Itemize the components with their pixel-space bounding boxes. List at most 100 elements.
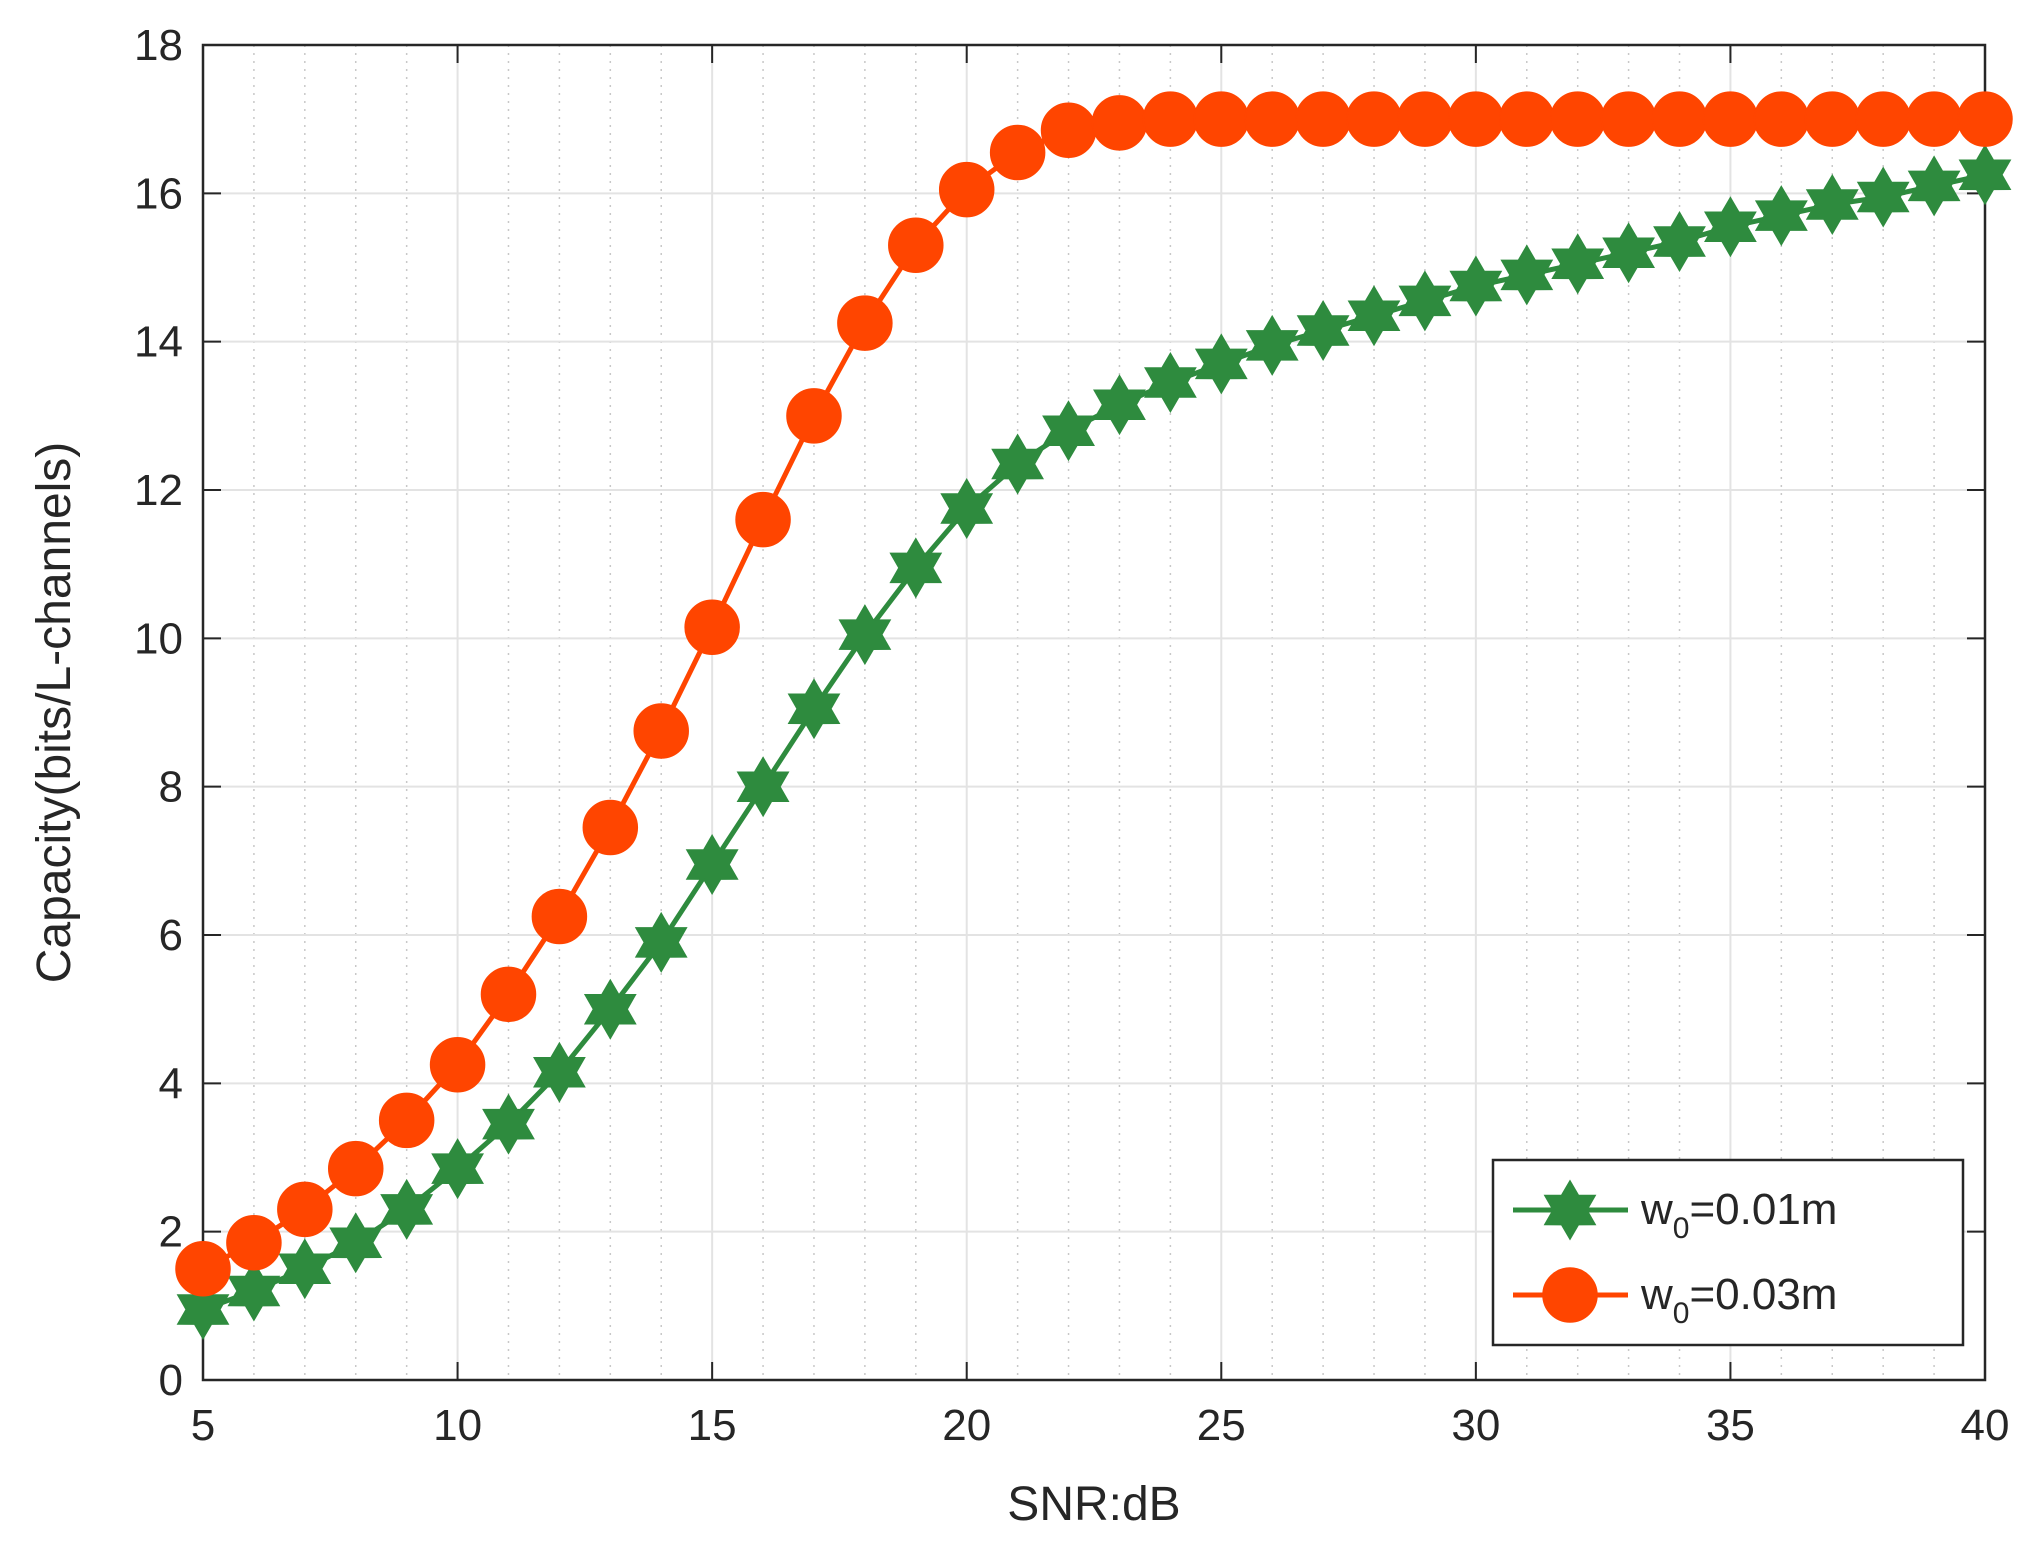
data-point-circle bbox=[633, 703, 689, 759]
x-tick-label: 15 bbox=[688, 1401, 737, 1450]
data-point-circle bbox=[1193, 91, 1250, 147]
data-point-star bbox=[1245, 314, 1299, 376]
legend-marker-circle bbox=[1542, 1267, 1598, 1323]
data-point-circle bbox=[1244, 91, 1300, 147]
data-point-star bbox=[1449, 255, 1503, 317]
data-point-circle bbox=[480, 966, 537, 1023]
x-tick-label: 40 bbox=[1961, 1401, 2010, 1450]
data-point-circle bbox=[837, 295, 893, 351]
y-tick-label: 14 bbox=[134, 318, 183, 367]
data-point-star bbox=[1398, 270, 1452, 332]
data-point-circle bbox=[175, 1241, 231, 1297]
data-point-circle bbox=[1549, 91, 1606, 147]
data-point-circle bbox=[888, 217, 944, 273]
data-point-star bbox=[1093, 374, 1146, 436]
data-point-star bbox=[1907, 155, 1961, 217]
data-point-star bbox=[1653, 211, 1706, 272]
data-point-circle bbox=[1448, 91, 1504, 147]
data-point-star bbox=[1551, 233, 1605, 295]
data-point-circle bbox=[1397, 91, 1453, 147]
series-2 bbox=[175, 91, 2013, 1297]
y-tick-label: 4 bbox=[159, 1059, 183, 1108]
x-tick-label: 30 bbox=[1451, 1401, 1500, 1450]
y-axis-title: Capacity(bits/L-channels) bbox=[28, 442, 81, 984]
series-layer bbox=[175, 91, 2013, 1340]
legend-entry-1: w0=0.01m bbox=[1513, 1179, 1837, 1245]
minor-grid bbox=[253, 45, 1935, 1380]
data-point-circle bbox=[1906, 91, 1962, 147]
x-tick-label: 10 bbox=[433, 1401, 482, 1450]
legend-label: w0=0.03m bbox=[1640, 1270, 1837, 1330]
legend-marker-star bbox=[1543, 1179, 1597, 1241]
data-point-star bbox=[634, 911, 688, 973]
data-point-star bbox=[176, 1279, 230, 1340]
data-point-star bbox=[685, 834, 739, 895]
data-point-circle bbox=[1804, 91, 1861, 147]
data-point-star bbox=[278, 1238, 332, 1300]
data-point-star bbox=[838, 604, 892, 666]
data-point-circle bbox=[1651, 91, 1708, 147]
data-point-circle bbox=[582, 799, 639, 856]
data-point-circle bbox=[1957, 91, 2013, 147]
data-point-circle bbox=[429, 1037, 486, 1093]
data-point-star bbox=[787, 678, 841, 740]
x-tick-label: 25 bbox=[1197, 1401, 1246, 1450]
series-1 bbox=[176, 144, 2012, 1340]
data-point-circle bbox=[378, 1092, 435, 1149]
data-point-circle bbox=[277, 1181, 333, 1238]
axes bbox=[201, 43, 1987, 1382]
x-tick-label: 5 bbox=[191, 1401, 215, 1450]
data-point-circle bbox=[989, 124, 1046, 181]
data-point-star bbox=[1805, 174, 1859, 235]
data-point-star bbox=[1144, 352, 1197, 413]
data-point-star bbox=[1958, 144, 2012, 206]
data-point-star bbox=[482, 1093, 535, 1155]
y-tick-label: 8 bbox=[159, 763, 183, 812]
data-point-circle bbox=[786, 388, 842, 444]
axes-box bbox=[201, 43, 1987, 1382]
data-point-circle bbox=[1040, 102, 1097, 159]
plot-background bbox=[203, 45, 1985, 1380]
data-point-circle bbox=[1499, 91, 1555, 147]
x-axis-title: SNR:dB bbox=[1007, 1478, 1180, 1531]
data-point-circle bbox=[938, 161, 995, 218]
y-tick-label: 12 bbox=[134, 466, 183, 515]
legend-entry-2: w0=0.03m bbox=[1513, 1267, 1837, 1330]
data-point-star bbox=[533, 1041, 586, 1103]
data-point-star bbox=[380, 1178, 434, 1240]
data-point-circle bbox=[1753, 91, 1810, 147]
y-tick-label: 10 bbox=[134, 614, 183, 663]
data-point-star bbox=[329, 1212, 383, 1274]
data-point-star bbox=[1856, 166, 1910, 228]
tick-labels: 5 10 15 20 25 30 35 40 0 2 4 6 8 10 12 14 16 18 bbox=[134, 21, 2009, 1450]
data-point-star bbox=[940, 478, 994, 539]
data-point-circle bbox=[1855, 91, 1911, 147]
data-point-circle bbox=[327, 1140, 384, 1197]
data-point-circle bbox=[1346, 91, 1402, 147]
data-point-star bbox=[1500, 244, 1554, 306]
data-point-star bbox=[736, 756, 790, 818]
data-point-circle bbox=[1702, 91, 1759, 147]
data-point-star bbox=[1754, 185, 1808, 247]
data-point-star bbox=[1602, 222, 1655, 284]
x-tick-label: 20 bbox=[942, 1401, 991, 1450]
data-point-circle bbox=[226, 1215, 282, 1271]
y-tick-label: 2 bbox=[159, 1208, 183, 1257]
y-tick-label: 6 bbox=[159, 911, 183, 960]
y-tick-label: 16 bbox=[134, 169, 183, 218]
y-tick-label: 18 bbox=[134, 21, 183, 70]
data-point-star bbox=[1347, 285, 1401, 347]
data-point-circle bbox=[1295, 91, 1351, 147]
data-point-star bbox=[583, 978, 637, 1040]
data-point-circle bbox=[735, 491, 791, 548]
data-point-star bbox=[431, 1138, 484, 1200]
data-point-star bbox=[1296, 300, 1350, 361]
data-point-star bbox=[1704, 196, 1757, 258]
data-point-circle bbox=[684, 599, 740, 655]
legend: w0=0.01m w0=0.03m bbox=[1491, 1158, 1965, 1347]
data-point-circle bbox=[1091, 95, 1148, 151]
data-point-star bbox=[991, 433, 1044, 495]
y-tick-label: 0 bbox=[159, 1356, 183, 1405]
plot-area bbox=[203, 45, 1985, 1380]
